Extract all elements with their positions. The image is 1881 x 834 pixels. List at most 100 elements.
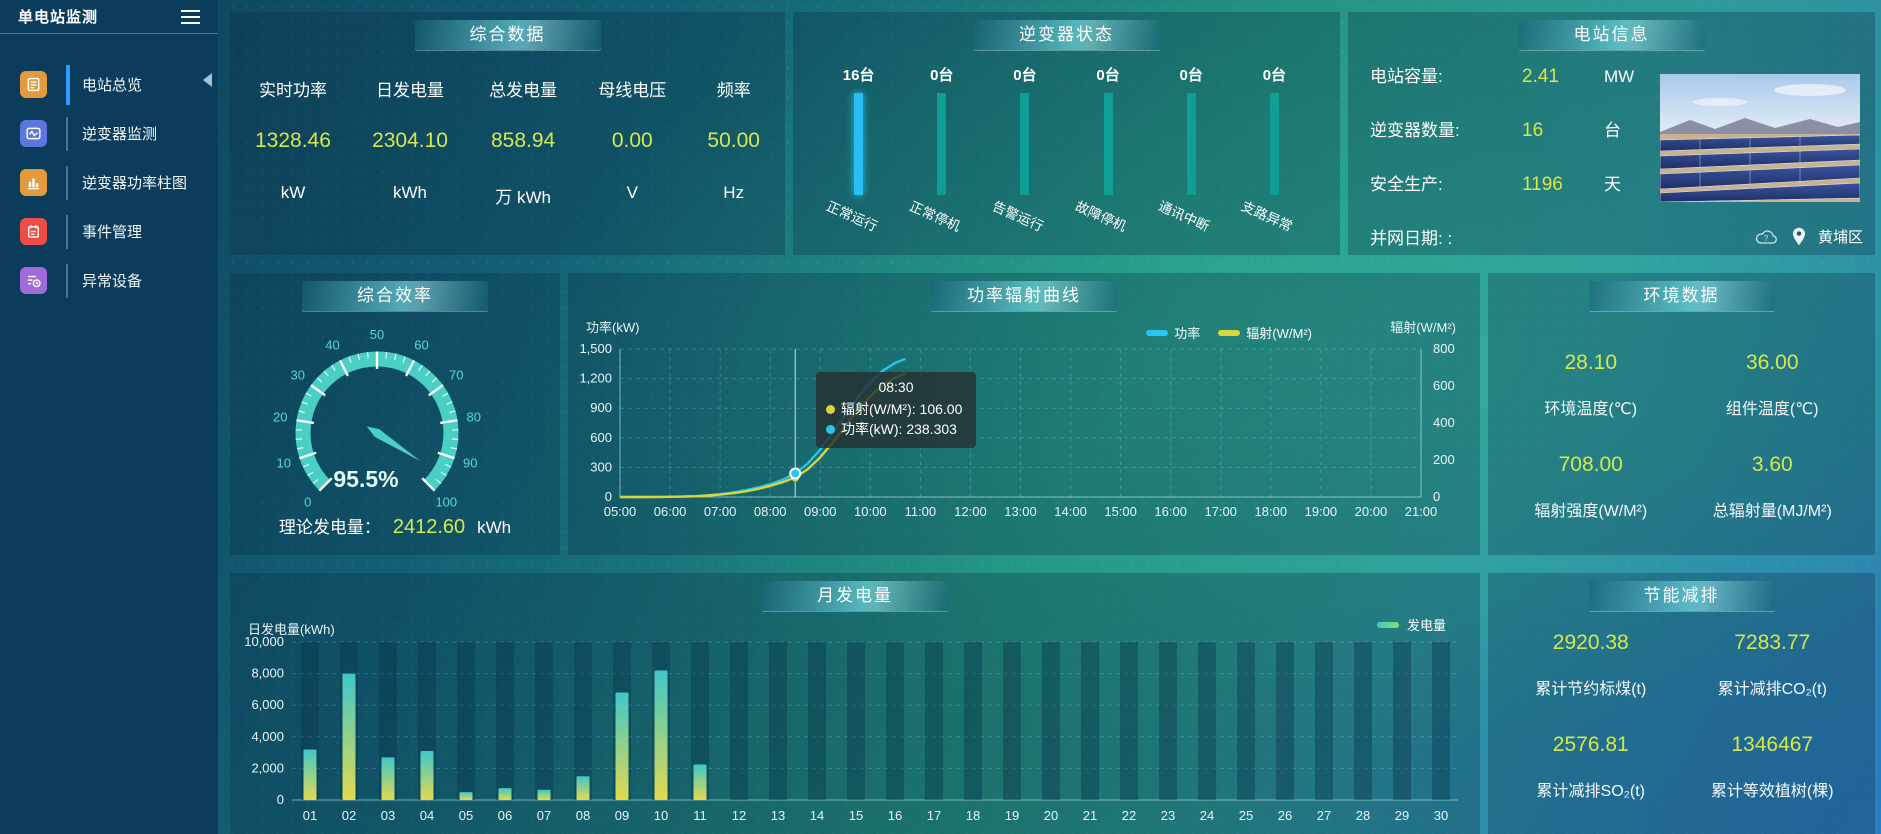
panel-inverter-status: 逆变器状态 16台 正常运行 0台 正常停机 0台 告警运行 0台 故障停机 xyxy=(793,12,1340,255)
svg-text:11:00: 11:00 xyxy=(905,504,937,519)
app-title: 单电站监测 xyxy=(18,9,99,26)
saving-trees: 1346467 累计等效植树(棵) xyxy=(1682,733,1864,801)
svg-text:?: ? xyxy=(1764,234,1769,243)
svg-text:800: 800 xyxy=(1433,341,1455,356)
status-fault-stop[interactable]: 0台 故障停机 xyxy=(1068,12,1148,234)
legend-label: 发电量 xyxy=(1406,618,1446,633)
metric-frequency: 频率 50.00 Hz xyxy=(707,12,760,208)
monthly-generation-chart[interactable]: 0 2,000 4,000 6,000 8,000 10,000 01 02 03 04 05 06 0… xyxy=(230,573,1480,834)
env-total-radiation: 3.60 总辐射量(MJ/M²) xyxy=(1682,453,1864,521)
svg-text:100: 100 xyxy=(435,494,457,509)
status-count: 0台 xyxy=(1096,67,1120,84)
svg-text:600: 600 xyxy=(1433,378,1455,393)
status-branch-abnormal[interactable]: 0台 支路异常 xyxy=(1234,12,1314,234)
metric-value: 0.00 xyxy=(611,129,653,152)
panel-monthly-generation: 月发电量 日发电量(kWh) 发电量 0 2,000 4,000 6,000 8,000… xyxy=(230,573,1480,834)
sidebar-item-inverter-monitor[interactable]: 逆变器监测 xyxy=(0,109,218,158)
metric-label: 总发电量 xyxy=(489,81,558,100)
sidebar-item-station-overview[interactable]: 电站总览 xyxy=(0,60,218,109)
svg-text:80: 80 xyxy=(467,410,481,425)
svg-text:19:00: 19:00 xyxy=(1305,504,1338,519)
panel-title: 综合效率 xyxy=(302,281,488,311)
bar-axis-title: 日发电量(kWh) xyxy=(248,622,335,637)
saving-label: 累计等效植树(棵) xyxy=(1710,783,1834,800)
weather-cloud-icon[interactable]: ? xyxy=(1754,227,1780,247)
sidebar-collapse-arrow[interactable] xyxy=(203,73,212,87)
menu-toggle-icon[interactable] xyxy=(181,9,200,24)
info-unit: 天 xyxy=(1604,175,1621,194)
info-label: 安全生产: xyxy=(1370,175,1443,194)
sidebar: 单电站监测 电站总览 逆变器监测 xyxy=(0,0,218,834)
status-alarm-running[interactable]: 0台 告警运行 xyxy=(985,12,1065,234)
info-label: 电站容量: xyxy=(1370,67,1443,86)
metric-unit: kWh xyxy=(393,183,428,202)
svg-text:200: 200 xyxy=(1433,452,1455,467)
left-axis-title: 功率(kW) xyxy=(586,320,640,335)
metric-value: 50.00 xyxy=(707,129,760,152)
svg-text:30: 30 xyxy=(290,367,304,382)
svg-text:15:00: 15:00 xyxy=(1104,504,1137,519)
panel-energy-saving: 节能减排 2920.38 累计节约标煤(t) 7283.77 累计减排CO₂(t… xyxy=(1488,573,1875,834)
status-bar xyxy=(937,93,947,195)
metric-label: 日发电量 xyxy=(376,81,445,100)
svg-text:10: 10 xyxy=(277,455,291,470)
sidebar-item-inverter-power-chart[interactable]: 逆变器功率柱图 xyxy=(0,158,218,207)
power-radiation-chart[interactable]: 0 300 600 900 1,200 1,500 0 200 400 600 800 05:00 06… xyxy=(568,273,1480,555)
svg-text:04: 04 xyxy=(420,808,434,823)
bar-chart-legend[interactable]: 发电量 xyxy=(1376,615,1446,634)
metric-value: 858.94 xyxy=(491,129,556,152)
panel-title: 节能减排 xyxy=(1588,581,1775,611)
sidebar-item-event-management[interactable]: 事件管理 xyxy=(0,207,218,256)
svg-text:11: 11 xyxy=(693,808,707,823)
indicator xyxy=(66,263,68,298)
svg-text:24: 24 xyxy=(1200,808,1214,823)
svg-text:19: 19 xyxy=(1005,808,1019,823)
sidebar-header: 单电站监测 xyxy=(0,0,218,34)
line-chart-legend[interactable]: 功率 辐射(W/M²) xyxy=(1146,323,1322,342)
metric-daily-generation: 日发电量 2304.10 kWh xyxy=(372,12,448,208)
svg-text:60: 60 xyxy=(414,338,428,353)
station-photo xyxy=(1660,74,1860,202)
saving-value: 2576.81 xyxy=(1552,733,1629,756)
status-bar xyxy=(1020,93,1030,195)
status-normal-running[interactable]: 16台 正常运行 xyxy=(819,12,899,234)
svg-text:15: 15 xyxy=(849,808,863,823)
info-value: 1196 xyxy=(1522,174,1563,195)
status-normal-stop[interactable]: 0台 正常停机 xyxy=(902,12,982,234)
svg-text:0: 0 xyxy=(304,494,311,509)
svg-text:20: 20 xyxy=(1044,808,1058,823)
legend-radiation-swatch xyxy=(1218,329,1241,336)
metric-value: 2304.10 xyxy=(372,129,448,152)
svg-text:23: 23 xyxy=(1161,808,1175,823)
status-bar xyxy=(1186,93,1196,195)
metric-value: 1328.46 xyxy=(255,129,331,152)
inverter-status-bars: 16台 正常运行 0台 正常停机 0台 告警运行 0台 故障停机 0台 xyxy=(817,12,1316,234)
panel-title: 逆变器状态 xyxy=(973,20,1160,50)
legend-radiation[interactable]: 辐射(W/M²) xyxy=(1218,323,1312,342)
efficiency-gauge-chart[interactable]: 0 10 20 30 40 50 60 70 80 90 100 95.5% xyxy=(244,321,544,531)
svg-text:08: 08 xyxy=(576,808,590,823)
status-count: 0台 xyxy=(1179,67,1203,84)
svg-text:90: 90 xyxy=(463,455,477,470)
summary-metrics: 实时功率 1328.46 kW 日发电量 2304.10 kWh 总发电量 85… xyxy=(230,12,785,208)
sidebar-item-abnormal-devices[interactable]: 异常设备 xyxy=(0,256,218,305)
legend-generation-swatch xyxy=(1376,621,1399,628)
svg-text:29: 29 xyxy=(1395,808,1409,823)
svg-text:03: 03 xyxy=(381,808,395,823)
svg-text:05: 05 xyxy=(459,808,473,823)
metric-bus-voltage: 母线电压 0.00 V xyxy=(598,12,666,208)
svg-text:16: 16 xyxy=(888,808,902,823)
overview-icon xyxy=(20,71,47,98)
sidebar-item-label: 电站总览 xyxy=(82,77,143,94)
env-value: 36.00 xyxy=(1745,351,1799,374)
sidebar-menu: 电站总览 逆变器监测 逆变器功率柱图 事 xyxy=(0,60,218,305)
status-comm-interrupted[interactable]: 0台 通讯中断 xyxy=(1151,12,1231,234)
saving-so2: 2576.81 累计减排SO₂(t) xyxy=(1500,733,1682,801)
district-label: 黄埔区 xyxy=(1817,229,1863,246)
legend-power[interactable]: 功率 xyxy=(1146,323,1200,342)
theory-unit: kWh xyxy=(477,518,512,537)
status-label: 故障停机 xyxy=(1073,198,1129,235)
info-label: 逆变器数量: xyxy=(1370,121,1460,140)
svg-text:18: 18 xyxy=(966,808,980,823)
